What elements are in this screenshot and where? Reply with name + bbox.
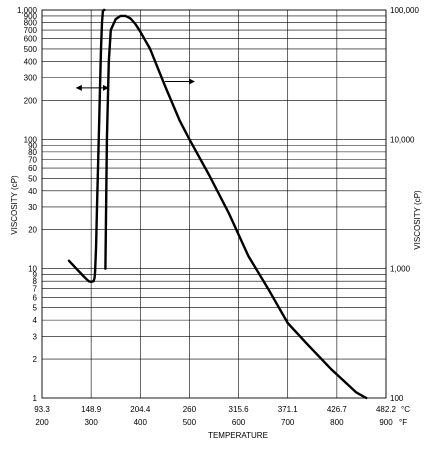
- y-left-tick-label: 1: [33, 394, 38, 403]
- y-left-tick-label: 900: [24, 12, 38, 21]
- x-axis-label: TEMPERATURE: [208, 431, 268, 440]
- y-left-tick-label: 500: [24, 45, 38, 54]
- x-tick-label-celsius: 260: [183, 405, 197, 414]
- y-left-tick-label: 200: [24, 96, 38, 105]
- x-tick-label-celsius: 371.1: [278, 405, 299, 414]
- y-left-tick-label: 70: [28, 155, 37, 164]
- y-right-tick-label: 100,000: [390, 6, 419, 15]
- x-tick-label-celsius: 93.3: [34, 405, 50, 414]
- y-left-tick-label: 8: [33, 277, 38, 286]
- chart-grid: [41, 9, 387, 399]
- x-tick-label-celsius: 148.9: [81, 405, 102, 414]
- y-left-tick-label: 90: [28, 141, 37, 150]
- x-tick-label-fahrenheit: 300: [84, 418, 98, 427]
- x-tick-label-celsius: 315.6: [229, 405, 250, 414]
- y-left-tick-label: 300: [24, 74, 38, 83]
- y-right-tick-label: 10,000: [390, 135, 415, 144]
- viscosity-curve-right: [104, 14, 368, 400]
- y-left-tick-label: 2: [33, 355, 38, 364]
- x-tick-label-celsius: 426.7: [327, 405, 348, 414]
- y-left-tick-label: 10: [28, 265, 37, 274]
- chart-series: [67, 8, 368, 400]
- x-tick-label-fahrenheit: 200: [35, 418, 49, 427]
- x-tick-label-celsius: 204.4: [130, 405, 151, 414]
- x-tick-label-fahrenheit: 800: [330, 418, 344, 427]
- x-axis-ticks: 93.3 200 148.9 300 204.4 400 260 500 315.6 600 371…: [34, 405, 396, 427]
- x-tick-label-fahrenheit: 400: [134, 418, 148, 427]
- y-left-tick-label: 3: [33, 332, 38, 341]
- y-right-tick-label: 1,000: [390, 265, 411, 274]
- y-right-tick-label: 100: [390, 394, 404, 403]
- x-tick-label-fahrenheit: 500: [183, 418, 197, 427]
- y-left-tick-label: 60: [28, 164, 37, 173]
- x-tick-label-celsius: 482.2: [376, 405, 397, 414]
- y-left-tick-label: 700: [24, 26, 38, 35]
- y-left-tick-label: 4: [33, 316, 38, 325]
- chart-arrows: [75, 78, 195, 91]
- y-left-tick-label: 80: [28, 148, 37, 157]
- x-unit-fahrenheit: °F: [399, 418, 407, 427]
- y-left-tick-label: 5: [33, 304, 38, 313]
- y-left-tick-label: 30: [28, 203, 37, 212]
- y-left-tick-label: 800: [24, 19, 38, 28]
- y-axis-right-ticks: 100 1,000 10,000 100,000: [390, 6, 419, 403]
- y-left-tick-label: 400: [24, 57, 38, 66]
- y-left-tick-label: 6: [33, 293, 38, 302]
- y-left-tick-label: 40: [28, 187, 37, 196]
- y-left-tick-label: 100: [24, 135, 38, 144]
- viscosity-curve-left: [67, 8, 106, 284]
- y-axis-right-label: VISCOSITY (cP): [413, 190, 422, 250]
- y-left-tick-label: 50: [28, 174, 37, 183]
- y-left-tick-label: 600: [24, 35, 38, 44]
- y-left-tick-label: 7: [33, 285, 38, 294]
- x-unit-celsius: °C: [401, 405, 410, 414]
- x-tick-label-fahrenheit: 900: [379, 418, 393, 427]
- x-tick-label-fahrenheit: 700: [281, 418, 295, 427]
- plot-border: [41, 9, 387, 399]
- y-left-tick-label: 20: [28, 226, 37, 235]
- x-tick-label-fahrenheit: 600: [232, 418, 246, 427]
- y-left-tick-label: 9: [33, 271, 38, 280]
- y-axis-left-label: VISCOSITY (cP): [10, 175, 19, 235]
- y-left-tick-label: 1,000: [17, 6, 38, 15]
